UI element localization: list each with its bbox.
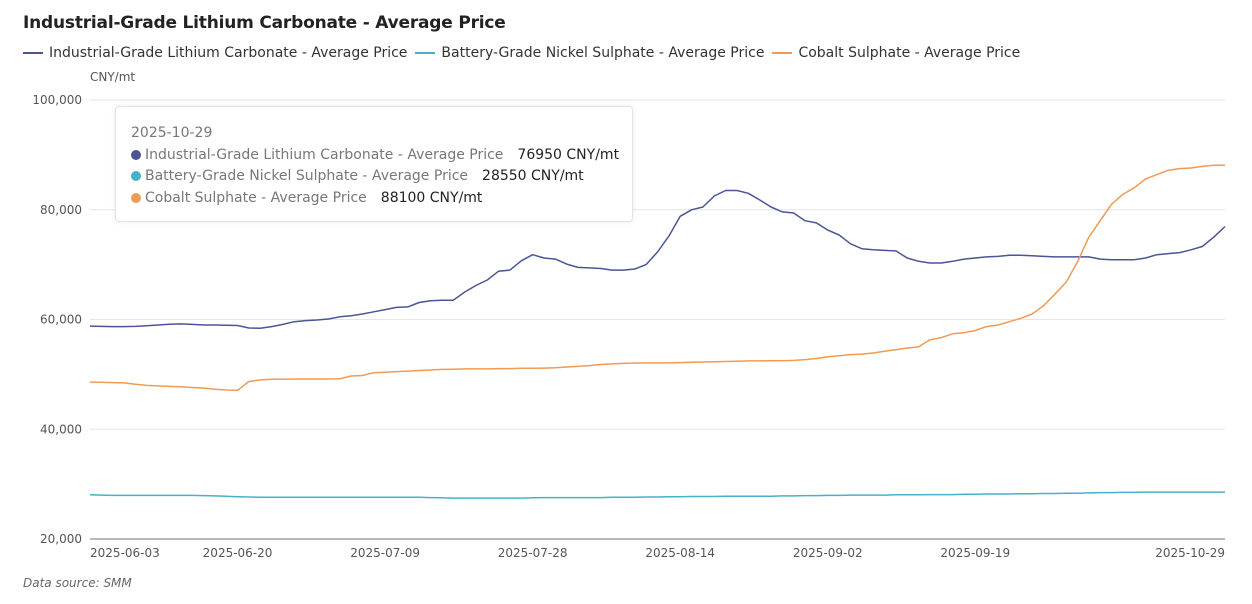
- legend-item-nickel[interactable]: Battery-Grade Nickel Sulphate - Average …: [415, 45, 764, 61]
- x-tick-label: 2025-06-20: [203, 546, 273, 560]
- lithium-carbonate-line[interactable]: [89, 189, 1226, 330]
- legend-item-lithium[interactable]: Industrial-Grade Lithium Carbonate - Ave…: [23, 45, 407, 61]
- x-tick-label: 2025-09-02: [793, 546, 863, 560]
- tooltip-series-name: Industrial-Grade Lithium Carbonate - Ave…: [145, 146, 504, 163]
- y-tick-label: 80,000: [40, 203, 82, 217]
- legend-line-icon: [23, 52, 43, 54]
- legend-label: Cobalt Sulphate - Average Price: [798, 45, 1021, 61]
- x-tick-label: 2025-06-03: [90, 546, 160, 560]
- tooltip-row: Battery-Grade Nickel Sulphate - Average …: [131, 166, 632, 188]
- series-dot-icon: [131, 192, 141, 203]
- x-tick-label: 2025-07-09: [350, 546, 420, 560]
- legend-item-cobalt[interactable]: Cobalt Sulphate - Average Price: [772, 45, 1020, 61]
- legend-label: Industrial-Grade Lithium Carbonate - Ave…: [49, 45, 408, 61]
- legend: Industrial-Grade Lithium Carbonate - Ave…: [23, 45, 1028, 61]
- y-tick-label: 100,000: [32, 93, 82, 107]
- tooltip-series-value: 28550 CNY/mt: [482, 168, 584, 185]
- tooltip-date: 2025-10-29: [131, 125, 213, 141]
- tooltip-series-name: Cobalt Sulphate - Average Price: [145, 189, 367, 206]
- tooltip-row: Industrial-Grade Lithium Carbonate - Ave…: [131, 144, 632, 166]
- y-tick-label: 40,000: [40, 422, 82, 436]
- data-source: Data source: SMM: [23, 576, 132, 590]
- x-tick-label: 2025-10-29: [1155, 546, 1225, 560]
- cobalt-sulphate-line[interactable]: [89, 164, 1225, 392]
- x-axis-ticks: 2025-06-03 2025-06-20 2025-07-09 2025-07-28…: [90, 546, 1225, 560]
- series-dot-icon: [131, 149, 141, 160]
- legend-line-icon: [772, 52, 793, 54]
- nickel-sulphate-line[interactable]: [89, 491, 1225, 499]
- x-tick-label: 2025-07-28: [498, 546, 568, 560]
- chart-title: Industrial-Grade Lithium Carbonate - Ave…: [23, 13, 506, 33]
- y-axis-unit: CNY/mt: [90, 70, 136, 84]
- tooltip-series-name: Battery-Grade Nickel Sulphate - Average …: [145, 168, 469, 185]
- tooltip: 2025-10-29 Industrial-Grade Lithium Carb…: [115, 106, 633, 222]
- legend-label: Battery-Grade Nickel Sulphate - Average …: [441, 45, 765, 61]
- x-tick-label: 2025-09-19: [940, 546, 1010, 560]
- y-axis-ticks: 20,000 40,000 60,000 80,000 100,000: [32, 93, 82, 546]
- tooltip-series-value: 76950 CNY/mt: [517, 146, 620, 163]
- legend-line-icon: [415, 52, 436, 54]
- x-tick-label: 2025-08-14: [645, 546, 715, 560]
- y-tick-label: 60,000: [40, 313, 82, 327]
- tooltip-series-value: 88100 CNY/mt: [380, 189, 483, 206]
- series-dot-icon: [131, 171, 141, 182]
- series-lines: [89, 164, 1226, 499]
- tooltip-row: Cobalt Sulphate - Average Price 88100 CN…: [131, 187, 632, 209]
- y-tick-label: 20,000: [40, 532, 82, 546]
